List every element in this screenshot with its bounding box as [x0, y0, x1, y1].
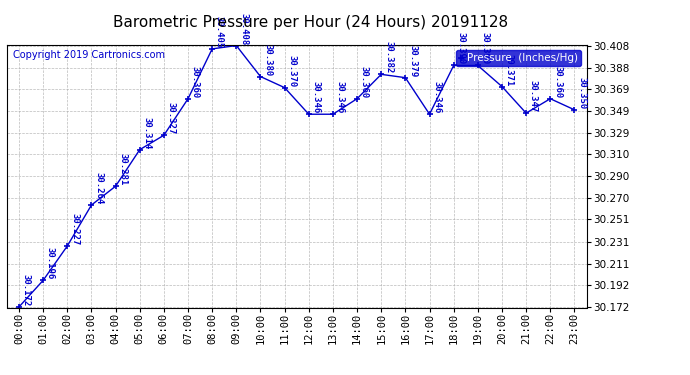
Legend: Pressure  (Inches/Hg): Pressure (Inches/Hg) — [455, 50, 581, 66]
Text: 30.405: 30.405 — [215, 16, 224, 48]
Text: 30.360: 30.360 — [360, 66, 369, 98]
Text: 30.346: 30.346 — [312, 81, 321, 114]
Text: 30.390: 30.390 — [457, 33, 466, 65]
Text: 30.346: 30.346 — [433, 81, 442, 114]
Text: 30.264: 30.264 — [95, 172, 103, 204]
Text: 30.327: 30.327 — [167, 102, 176, 135]
Text: 30.379: 30.379 — [408, 45, 417, 77]
Text: 30.390: 30.390 — [481, 33, 490, 65]
Text: 30.380: 30.380 — [264, 44, 273, 76]
Text: 30.350: 30.350 — [578, 77, 586, 109]
Text: 30.347: 30.347 — [529, 80, 538, 112]
Text: 30.227: 30.227 — [70, 213, 79, 245]
Text: 30.370: 30.370 — [288, 55, 297, 87]
Text: 30.360: 30.360 — [553, 66, 562, 98]
Text: 30.360: 30.360 — [191, 66, 200, 98]
Text: 30.196: 30.196 — [46, 248, 55, 280]
Text: 30.314: 30.314 — [143, 117, 152, 149]
Text: 30.382: 30.382 — [384, 41, 393, 74]
Text: 30.172: 30.172 — [22, 274, 31, 306]
Text: 30.408: 30.408 — [239, 12, 248, 45]
Text: Barometric Pressure per Hour (24 Hours) 20191128: Barometric Pressure per Hour (24 Hours) … — [113, 15, 508, 30]
Text: 30.281: 30.281 — [119, 153, 128, 186]
Text: Copyright 2019 Cartronics.com: Copyright 2019 Cartronics.com — [12, 50, 165, 60]
Text: 30.346: 30.346 — [336, 81, 345, 114]
Text: 30.371: 30.371 — [505, 54, 514, 86]
